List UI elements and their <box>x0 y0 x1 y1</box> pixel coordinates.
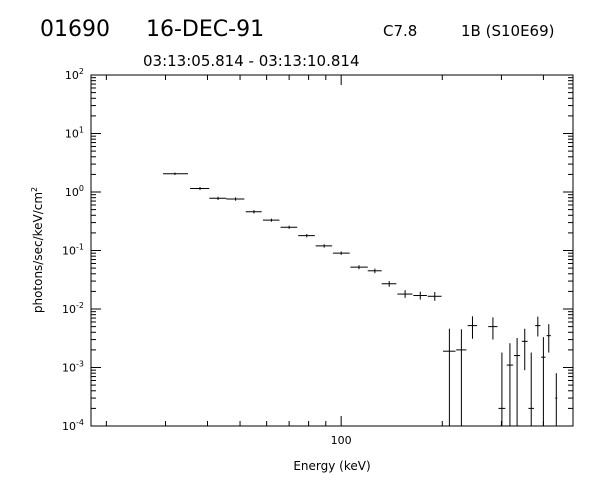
data-point <box>456 329 467 426</box>
data-point <box>535 316 541 337</box>
y-tick-labels: 10-4 10-3 10-2 10-1 100 101 102 <box>62 67 84 433</box>
data-point <box>381 281 397 287</box>
data-point <box>528 352 534 426</box>
data-point <box>555 373 558 426</box>
y-axis-label: photons/sec/keV/cm2 <box>30 187 45 313</box>
axis-ticks <box>91 74 573 427</box>
data-point <box>546 324 551 353</box>
x-tick-labels: 100 <box>331 434 352 447</box>
data-point <box>209 196 227 200</box>
data-point <box>280 225 298 229</box>
data-point <box>332 251 350 255</box>
y-axis-label-base: photons/sec/keV/cm <box>31 192 45 313</box>
y-tick-label: 10-2 <box>62 301 84 316</box>
data-point <box>541 337 546 426</box>
y-tick-label: 10-1 <box>62 243 84 258</box>
x-axis-label: Energy (keV) <box>293 459 370 473</box>
data-point <box>298 233 315 238</box>
data-point <box>245 210 262 214</box>
event-id: 01690 <box>40 17 110 42</box>
data-point <box>163 172 189 176</box>
data-point <box>506 343 514 426</box>
data-point <box>513 337 521 426</box>
data-point <box>521 328 528 371</box>
data-point <box>498 352 506 426</box>
y-tick-label: 101 <box>65 126 84 141</box>
data-point <box>427 292 442 301</box>
data-point <box>397 290 413 298</box>
goes-class: C7.8 <box>383 22 417 40</box>
optical-class: 1B (S10E69) <box>461 22 554 40</box>
data-point <box>226 197 245 201</box>
data-point <box>467 316 478 339</box>
data-point <box>367 268 382 274</box>
y-tick-label: 100 <box>65 184 84 199</box>
y-axis-label-sup: 2 <box>30 187 39 192</box>
time-range: 03:13:05.814 - 03:13:10.814 <box>143 52 359 70</box>
data-point <box>190 186 210 191</box>
data-points <box>163 172 558 426</box>
plot-frame <box>90 74 574 427</box>
data-point <box>488 317 498 340</box>
data-point <box>262 218 280 222</box>
data-point <box>443 328 456 426</box>
y-tick-label: 10-4 <box>62 418 84 433</box>
y-tick-label: 102 <box>65 67 84 82</box>
x-tick-label: 100 <box>331 434 352 447</box>
data-point <box>315 244 333 248</box>
data-point <box>350 265 368 270</box>
event-date: 16-DEC-91 <box>146 17 264 42</box>
y-tick-label: 10-3 <box>62 360 84 375</box>
data-point <box>413 291 427 300</box>
